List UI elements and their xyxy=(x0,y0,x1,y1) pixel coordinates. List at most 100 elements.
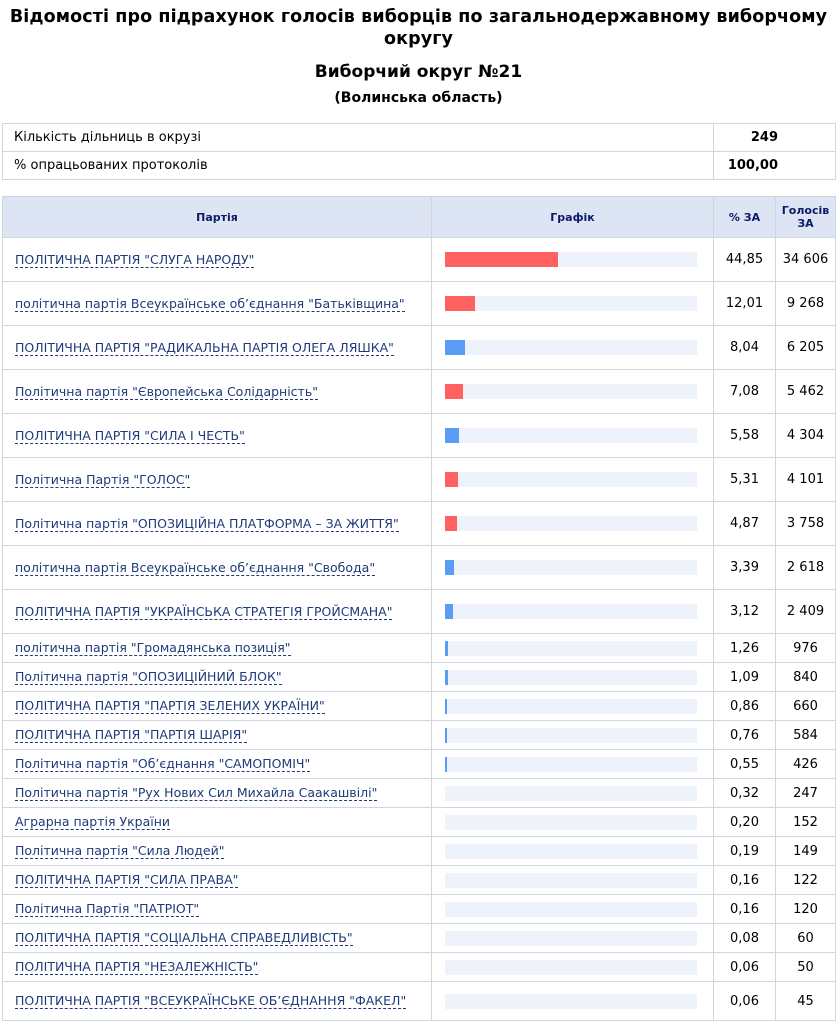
pct-cell: 44,85 xyxy=(713,237,776,282)
graph-cell xyxy=(431,633,714,663)
party-cell: ПОЛІТИЧНА ПАРТІЯ "УКРАЇНСЬКА СТРАТЕГІЯ Г… xyxy=(2,589,432,634)
results-table: Партія Графік % ЗА Голосів ЗА ПОЛІТИЧНА … xyxy=(2,196,836,1021)
party-link[interactable]: ПОЛІТИЧНА ПАРТІЯ "ВСЕУКРАЇНСЬКЕ ОБ’ЄДНАН… xyxy=(15,993,407,1009)
votes-cell: 3 758 xyxy=(775,501,836,546)
votes-cell: 6 205 xyxy=(775,325,836,370)
party-cell: Політична партія "Об’єднання "САМОПОМІЧ" xyxy=(2,749,432,779)
bar-track xyxy=(445,472,697,487)
party-link[interactable]: ПОЛІТИЧНА ПАРТІЯ "СИЛА ПРАВА" xyxy=(15,872,239,888)
votes-cell: 120 xyxy=(775,894,836,924)
table-row: Політична партія "ОПОЗИЦІЙНА ПЛАТФОРМА –… xyxy=(2,501,836,546)
party-link[interactable]: політична партія Всеукраїнське об’єднанн… xyxy=(15,559,376,576)
pct-cell: 0,06 xyxy=(713,981,776,1021)
votes-cell: 149 xyxy=(775,836,836,866)
graph-cell xyxy=(431,281,714,326)
vote-bar xyxy=(445,384,463,399)
graph-cell xyxy=(431,237,714,282)
pct-cell: 0,16 xyxy=(713,865,776,895)
pct-cell: 0,55 xyxy=(713,749,776,779)
votes-cell: 247 xyxy=(775,778,836,808)
party-cell: ПОЛІТИЧНА ПАРТІЯ "СИЛА І ЧЕСТЬ" xyxy=(2,413,432,458)
summary-label: % опрацьованих протоколів xyxy=(2,151,714,180)
table-row: ПОЛІТИЧНА ПАРТІЯ "СИЛА І ЧЕСТЬ" 5,58 4 304 xyxy=(2,413,836,458)
graph-cell xyxy=(431,691,714,721)
bar-track xyxy=(445,785,697,801)
vote-bar xyxy=(445,472,459,487)
vote-bar xyxy=(445,340,466,355)
party-cell: Політична Партія "ГОЛОС" xyxy=(2,457,432,502)
table-row: ПОЛІТИЧНА ПАРТІЯ "СЛУГА НАРОДУ" 44,85 34 6… xyxy=(2,237,836,282)
bar-track xyxy=(445,727,697,743)
table-row: Політична партія "Сила Людей" 0,19 149 xyxy=(2,836,836,866)
party-link[interactable]: ПОЛІТИЧНА ПАРТІЯ "СЛУГА НАРОДУ" xyxy=(15,251,255,268)
party-link[interactable]: ПОЛІТИЧНА ПАРТІЯ "ПАРТІЯ ШАРІЯ" xyxy=(15,727,248,743)
col-header-party: Партія xyxy=(2,196,432,238)
party-cell: Політична Партія "ПАТРІОТ" xyxy=(2,894,432,924)
votes-cell: 4 101 xyxy=(775,457,836,502)
party-link[interactable]: Політична партія "Об’єднання "САМОПОМІЧ" xyxy=(15,756,311,772)
table-row: Політична партія "ОПОЗИЦІЙНИЙ БЛОК" 1,09 8… xyxy=(2,662,836,692)
summary-label: Кількість дільниць в окрузі xyxy=(2,123,714,152)
table-row: ПОЛІТИЧНА ПАРТІЯ "УКРАЇНСЬКА СТРАТЕГІЯ Г… xyxy=(2,589,836,634)
table-row: політична партія Всеукраїнське об’єднанн… xyxy=(2,545,836,590)
table-row: Політична Партія "ГОЛОС" 5,31 4 101 xyxy=(2,457,836,502)
party-cell: ПОЛІТИЧНА ПАРТІЯ "НЕЗАЛЕЖНІСТЬ" xyxy=(2,952,432,982)
graph-cell xyxy=(431,807,714,837)
graph-cell xyxy=(431,981,714,1021)
table-row: політична партія Всеукраїнське об’єднанн… xyxy=(2,281,836,326)
party-link[interactable]: Аграрна партія України xyxy=(15,814,170,830)
vote-bar xyxy=(445,560,454,575)
bar-track xyxy=(445,756,697,772)
table-row: політична партія "Громадянська позиція" 1… xyxy=(2,633,836,663)
pct-cell: 7,08 xyxy=(713,369,776,414)
party-link[interactable]: Політична партія "ОПОЗИЦІЙНА ПЛАТФОРМА –… xyxy=(15,515,399,532)
party-cell: Політична партія "Рух Нових Сил Михайла … xyxy=(2,778,432,808)
party-link[interactable]: ПОЛІТИЧНА ПАРТІЯ "УКРАЇНСЬКА СТРАТЕГІЯ Г… xyxy=(15,603,393,620)
votes-cell: 840 xyxy=(775,662,836,692)
party-link[interactable]: ПОЛІТИЧНА ПАРТІЯ "РАДИКАЛЬНА ПАРТІЯ ОЛЕГ… xyxy=(15,339,394,356)
party-link[interactable]: Політична Партія "ПАТРІОТ" xyxy=(15,901,200,917)
graph-cell xyxy=(431,952,714,982)
votes-cell: 50 xyxy=(775,952,836,982)
results-header: Партія Графік % ЗА Голосів ЗА xyxy=(2,196,836,238)
party-link[interactable]: ПОЛІТИЧНА ПАРТІЯ "ПАРТІЯ ЗЕЛЕНИХ УКРАЇНИ… xyxy=(15,698,325,714)
party-link[interactable]: Політична партія "Сила Людей" xyxy=(15,843,225,859)
party-link[interactable]: політична партія "Громадянська позиція" xyxy=(15,640,291,656)
table-row: Аграрна партія України 0,20 152 xyxy=(2,807,836,837)
party-cell: ПОЛІТИЧНА ПАРТІЯ "СЛУГА НАРОДУ" xyxy=(2,237,432,282)
party-cell: Аграрна партія України xyxy=(2,807,432,837)
table-row: ПОЛІТИЧНА ПАРТІЯ "ВСЕУКРАЇНСЬКЕ ОБ’ЄДНАН… xyxy=(2,981,836,1021)
party-link[interactable]: політична партія Всеукраїнське об’єднанн… xyxy=(15,295,405,312)
votes-cell: 660 xyxy=(775,691,836,721)
party-link[interactable]: Політична партія "Рух Нових Сил Михайла … xyxy=(15,785,378,801)
table-row: Політична партія "Об’єднання "САМОПОМІЧ"… xyxy=(2,749,836,779)
party-link[interactable]: ПОЛІТИЧНА ПАРТІЯ "СОЦІАЛЬНА СПРАВЕДЛИВІС… xyxy=(15,930,353,946)
vote-bar xyxy=(445,296,476,311)
party-cell: політична партія Всеукраїнське об’єднанн… xyxy=(2,281,432,326)
vote-bar xyxy=(445,428,460,443)
party-link[interactable]: ПОЛІТИЧНА ПАРТІЯ "НЕЗАЛЕЖНІСТЬ" xyxy=(15,959,259,975)
col-header-graph: Графік xyxy=(431,196,714,238)
votes-cell: 4 304 xyxy=(775,413,836,458)
party-cell: Політична партія "ОПОЗИЦІЙНИЙ БЛОК" xyxy=(2,662,432,692)
vote-bar xyxy=(445,640,449,656)
pct-cell: 0,08 xyxy=(713,923,776,953)
summary-row: Кількість дільниць в окрузі 249 xyxy=(2,123,836,152)
votes-cell: 976 xyxy=(775,633,836,663)
party-link[interactable]: ПОЛІТИЧНА ПАРТІЯ "СИЛА І ЧЕСТЬ" xyxy=(15,427,245,444)
votes-cell: 34 606 xyxy=(775,237,836,282)
graph-cell xyxy=(431,778,714,808)
party-link[interactable]: Політична партія "Європейська Солідарніс… xyxy=(15,383,318,400)
graph-cell xyxy=(431,836,714,866)
results-body: ПОЛІТИЧНА ПАРТІЯ "СЛУГА НАРОДУ" 44,85 34 6… xyxy=(2,237,836,1021)
pct-cell: 0,19 xyxy=(713,836,776,866)
votes-cell: 122 xyxy=(775,865,836,895)
bar-track xyxy=(445,959,697,975)
bar-track xyxy=(445,296,697,311)
votes-cell: 9 268 xyxy=(775,281,836,326)
party-link[interactable]: Політична Партія "ГОЛОС" xyxy=(15,471,191,488)
party-link[interactable]: Політична партія "ОПОЗИЦІЙНИЙ БЛОК" xyxy=(15,669,282,685)
bar-track xyxy=(445,252,697,267)
votes-cell: 584 xyxy=(775,720,836,750)
table-row: Політична партія "Європейська Солідарніс… xyxy=(2,369,836,414)
